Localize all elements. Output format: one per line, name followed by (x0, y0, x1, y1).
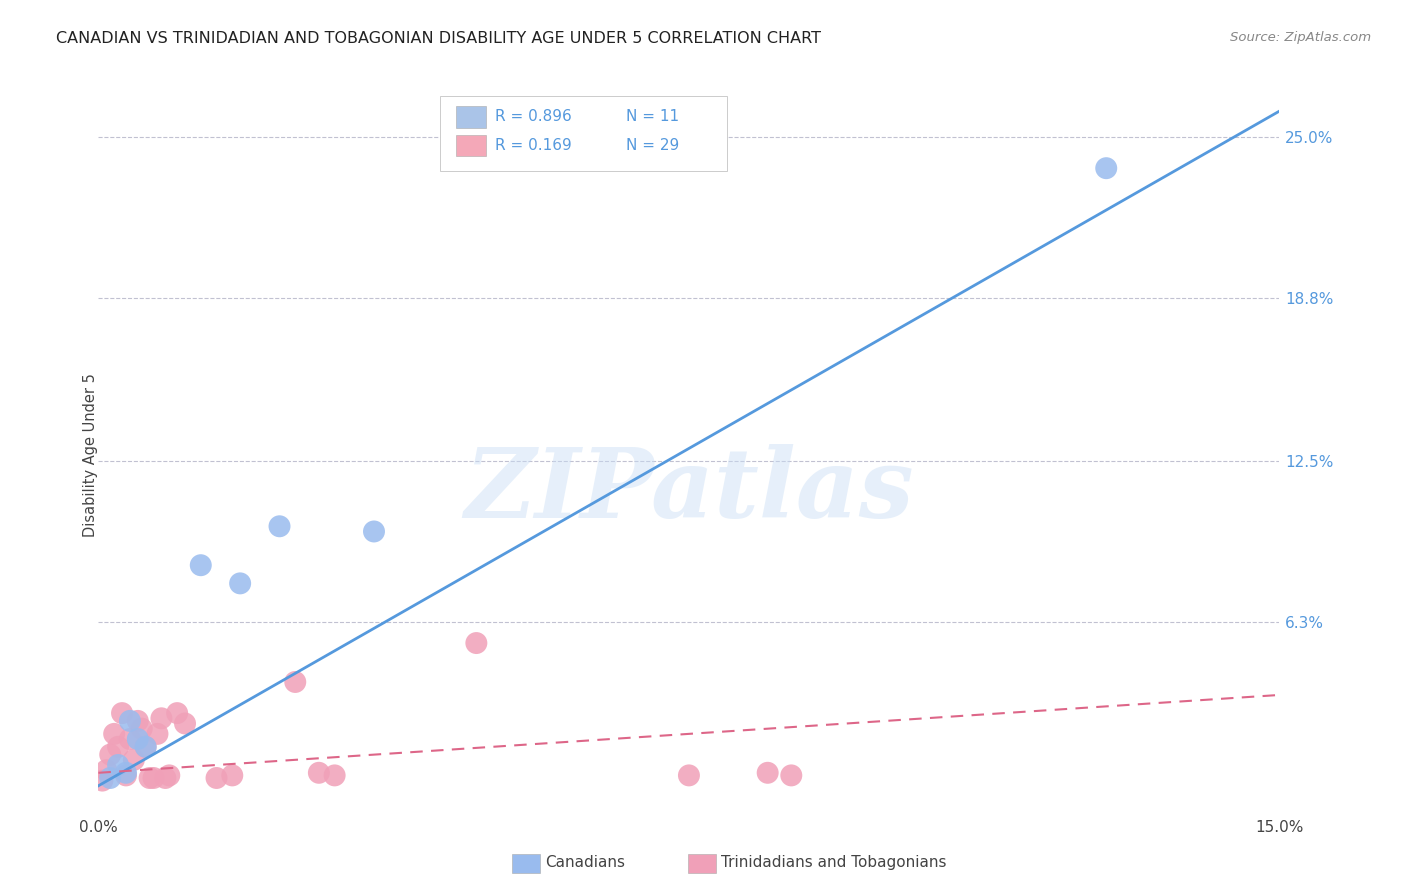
Point (150, 711, 173, 725)
Point (229, 576, 252, 591)
Text: Source: ZipAtlas.com: Source: ZipAtlas.com (1230, 31, 1371, 45)
Point (780, 768, 803, 782)
Point (138, 771, 160, 785)
Point (98, 747, 121, 762)
Point (115, 768, 138, 782)
Point (269, 519, 291, 533)
Point (111, 706, 134, 720)
Point (166, 706, 188, 720)
Point (1095, 161, 1118, 176)
Text: N = 29: N = 29 (626, 138, 679, 153)
Text: CANADIAN VS TRINIDADIAN AND TOBAGONIAN DISABILITY AGE UNDER 5 CORRELATION CHART: CANADIAN VS TRINIDADIAN AND TOBAGONIAN D… (56, 31, 821, 46)
Point (118, 732, 141, 747)
Point (190, 558, 212, 573)
Point (118, 714, 141, 728)
Point (756, 765, 779, 780)
Point (127, 732, 149, 747)
Point (284, 675, 307, 690)
Point (465, 636, 488, 650)
Text: N = 11: N = 11 (626, 110, 679, 124)
Point (91, 773, 114, 788)
Point (146, 727, 169, 741)
Point (115, 765, 138, 780)
Text: Trinidadians and Tobagonians: Trinidadians and Tobagonians (721, 855, 946, 870)
Point (142, 771, 165, 785)
Point (308, 765, 330, 780)
Point (363, 524, 385, 539)
Point (174, 716, 197, 731)
Point (103, 727, 125, 741)
Point (323, 768, 346, 782)
Point (107, 758, 129, 772)
Point (155, 771, 177, 785)
Text: R = 0.896: R = 0.896 (495, 110, 572, 124)
Point (122, 753, 145, 767)
Point (96, 763, 118, 777)
Point (221, 768, 243, 782)
Point (127, 714, 149, 728)
Text: ZIPatlas: ZIPatlas (464, 443, 914, 538)
Text: R = 0.169: R = 0.169 (495, 138, 572, 153)
Point (98, 771, 121, 785)
Point (205, 771, 228, 785)
Point (131, 722, 153, 736)
Text: Canadians: Canadians (546, 855, 626, 870)
Point (135, 739, 157, 754)
Point (135, 739, 157, 754)
Y-axis label: Disability Age Under 5: Disability Age Under 5 (83, 373, 97, 537)
Point (107, 739, 129, 754)
Point (157, 768, 180, 782)
Point (678, 768, 700, 782)
